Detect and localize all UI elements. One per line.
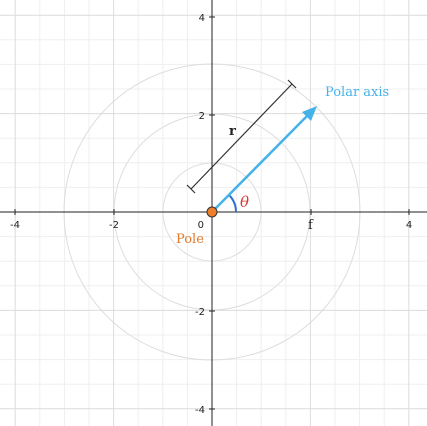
y-tick-label: -2: [195, 307, 205, 318]
pole-point: [206, 206, 218, 218]
x-tick-label: -4: [10, 220, 20, 231]
r-segment-endcap-end: [287, 79, 297, 89]
r-label: r: [229, 124, 236, 139]
theta-label: θ: [240, 193, 249, 211]
y-tick-marks: [209, 16, 215, 410]
x-tick-marks: [14, 209, 410, 215]
polar-axis-label: Polar axis: [325, 85, 389, 100]
polar-axis-arrowhead: [302, 106, 317, 121]
pole-label: Pole: [176, 232, 204, 247]
y-tick-label: 4: [199, 13, 205, 24]
r-segment-endcap-start: [186, 184, 196, 194]
x-tick-label: 4: [406, 220, 412, 231]
polar-axis-ray: [211, 106, 317, 213]
polar-axis-line: [211, 113, 310, 213]
r-segment: [186, 79, 297, 194]
y-tick-label: -4: [195, 405, 205, 416]
x-tick-label: 0: [198, 220, 204, 231]
theta-angle-arc: [228, 194, 238, 213]
f-label: f: [308, 218, 314, 233]
y-tick-labels: 4 2 -2 -4: [195, 13, 205, 416]
x-tick-label: -2: [109, 220, 119, 231]
r-segment-line: [190, 83, 293, 190]
y-tick-label: 2: [199, 111, 205, 122]
x-tick-labels: -4 -2 0 4: [10, 220, 412, 231]
